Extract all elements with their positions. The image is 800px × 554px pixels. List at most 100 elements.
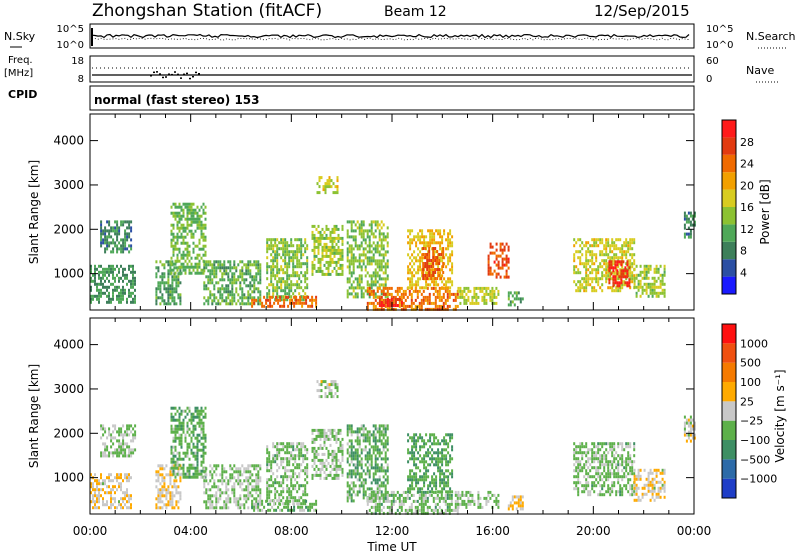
data-cell <box>410 493 413 497</box>
data-cell <box>169 269 172 273</box>
data-cell <box>279 298 282 302</box>
data-cell <box>613 253 616 257</box>
data-cell <box>124 229 127 233</box>
data-cell <box>384 286 387 290</box>
data-cell <box>601 250 604 254</box>
data-cell <box>108 300 110 304</box>
data-cell <box>130 424 133 428</box>
data-cell <box>116 294 118 298</box>
data-cell <box>341 248 344 252</box>
data-cell <box>693 214 696 218</box>
data-cell <box>282 268 285 272</box>
data-cell <box>275 295 278 299</box>
data-cell <box>257 281 260 285</box>
data-cell <box>278 466 281 470</box>
data-cell <box>438 289 441 293</box>
data-cell <box>276 247 279 251</box>
data-cell <box>266 256 269 260</box>
data-cell <box>182 250 185 254</box>
data-cell <box>618 260 621 264</box>
data-cell <box>130 264 132 268</box>
data-cell <box>296 445 299 449</box>
data-cell <box>207 497 210 501</box>
data-cell <box>112 270 114 274</box>
data-cell <box>368 259 371 263</box>
data-cell <box>420 502 423 506</box>
data-cell <box>272 265 275 269</box>
data-cell <box>159 491 162 495</box>
data-cell <box>435 262 438 266</box>
data-cell <box>380 433 383 437</box>
data-cell <box>603 262 606 266</box>
data-cell <box>215 506 218 510</box>
data-cell <box>422 499 425 503</box>
data-cell <box>157 494 160 498</box>
data-cell <box>204 439 207 443</box>
data-cell <box>116 235 119 239</box>
data-cell <box>245 500 248 504</box>
data-cell <box>376 265 379 269</box>
data-cell <box>313 263 316 267</box>
data-cell <box>304 247 307 251</box>
data-cell <box>589 253 592 257</box>
data-cell <box>100 270 102 274</box>
data-cell <box>268 463 271 467</box>
data-cell <box>346 295 349 299</box>
data-cell <box>245 266 248 270</box>
data-cell <box>425 244 428 248</box>
data-cell <box>288 286 291 290</box>
data-cell <box>290 280 293 284</box>
data-cell <box>323 470 326 474</box>
data-cell <box>282 244 285 248</box>
data-cell <box>337 227 340 231</box>
data-cell <box>346 472 349 476</box>
data-cell <box>188 469 191 473</box>
data-cell <box>304 487 307 491</box>
data-cell <box>372 289 375 293</box>
data-cell <box>321 434 324 438</box>
data-cell <box>459 289 462 293</box>
data-cell <box>174 214 177 218</box>
data-cell <box>294 472 297 476</box>
data-cell <box>378 283 381 287</box>
data-cell <box>327 248 330 252</box>
data-cell <box>364 241 367 245</box>
data-cell <box>108 476 110 480</box>
data-cell <box>192 235 195 239</box>
data-cell <box>102 232 105 236</box>
data-cell <box>132 451 135 455</box>
nave-dot <box>150 74 152 77</box>
data-cell <box>417 277 420 281</box>
data-cell <box>424 256 427 259</box>
data-cell <box>392 502 395 506</box>
data-cell <box>396 292 399 296</box>
data-cell <box>625 283 628 287</box>
data-cell <box>122 238 125 242</box>
data-cell <box>288 487 291 491</box>
data-cell <box>92 494 94 498</box>
data-cell <box>296 448 299 452</box>
data-cell <box>605 241 608 245</box>
data-cell <box>110 439 113 443</box>
data-cell <box>104 479 106 483</box>
data-cell <box>414 511 417 515</box>
data-cell <box>288 451 291 455</box>
data-cell <box>356 259 359 263</box>
data-cell <box>182 421 185 425</box>
data-cell <box>447 232 450 236</box>
data-cell <box>205 263 208 267</box>
data-cell <box>450 292 453 296</box>
data-cell <box>237 503 240 507</box>
data-cell <box>360 253 363 257</box>
colorbar-tick-label: 16 <box>740 201 754 214</box>
data-cell <box>322 188 325 192</box>
data-cell <box>368 508 371 512</box>
data-cell <box>165 488 168 492</box>
data-cell <box>163 476 166 480</box>
data-cell <box>286 241 289 245</box>
data-cell <box>447 277 450 281</box>
data-cell <box>436 304 439 308</box>
data-cell <box>221 464 224 468</box>
data-cell <box>306 475 309 479</box>
data-cell <box>182 211 185 215</box>
